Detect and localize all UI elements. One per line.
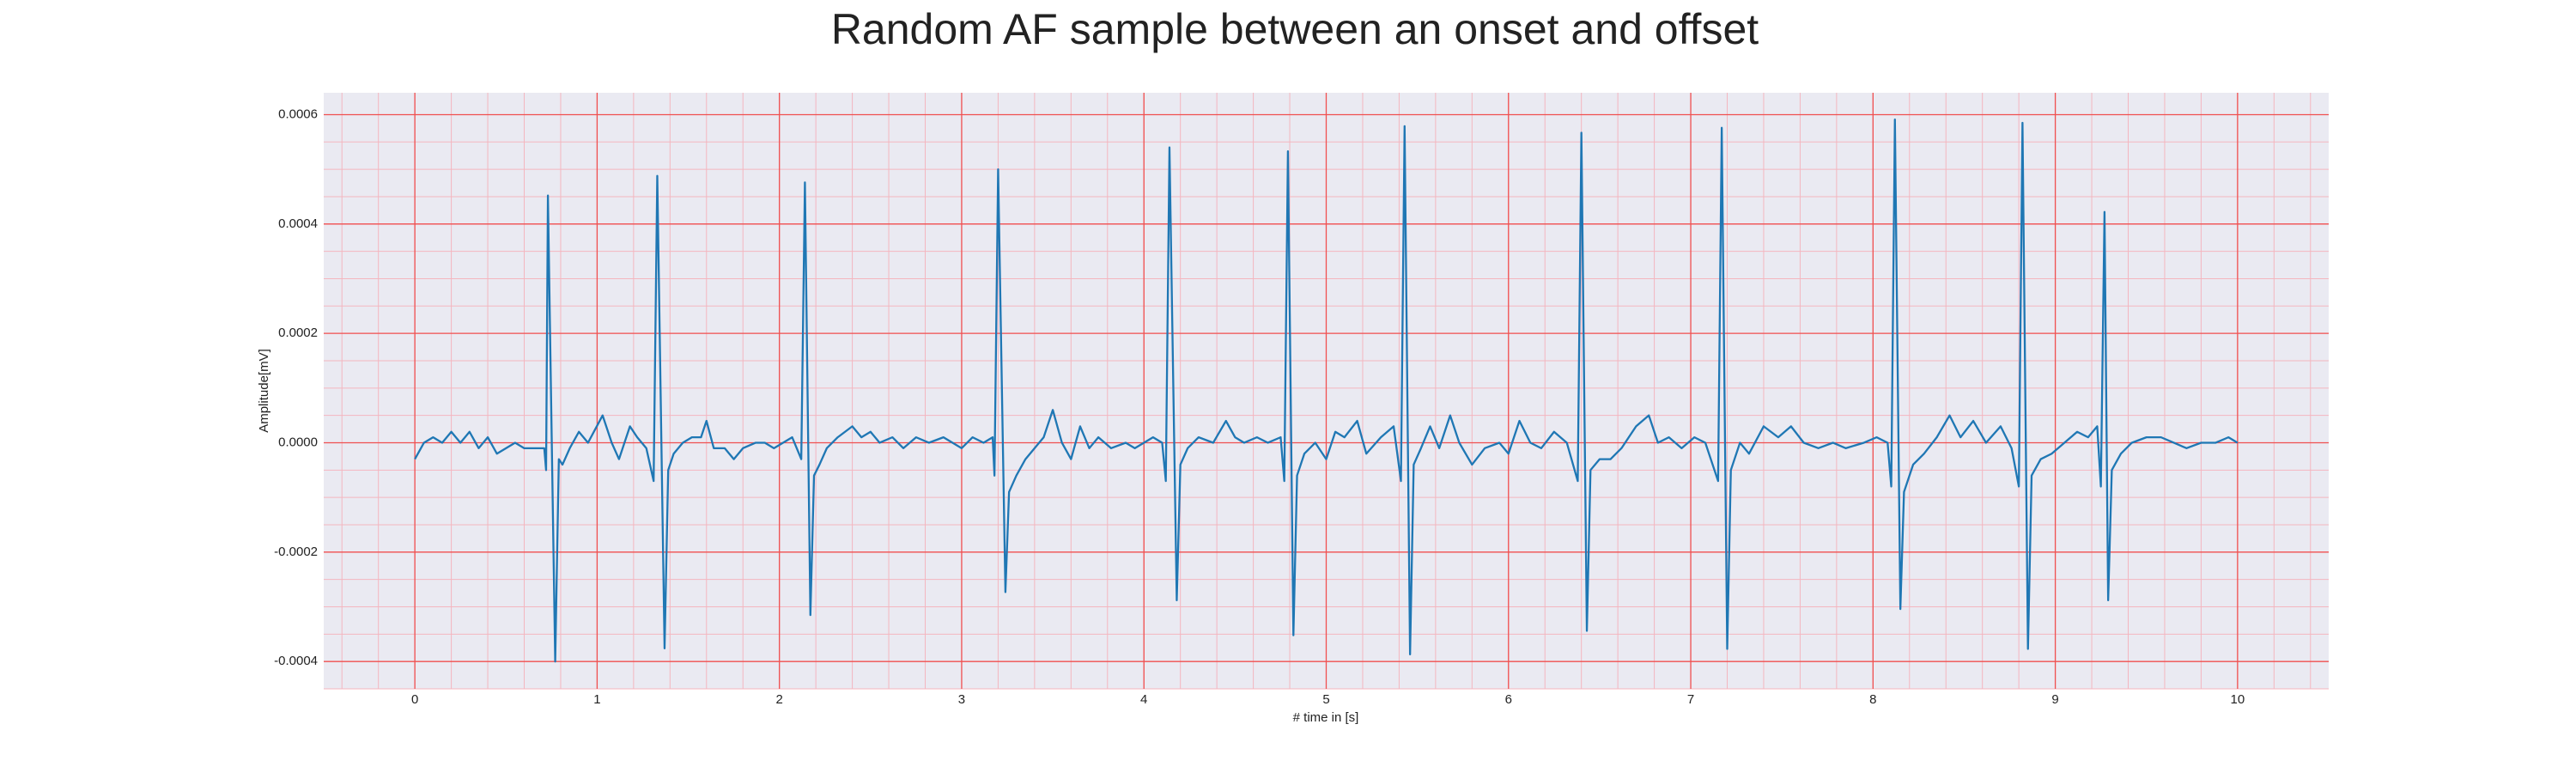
x-tick-label: 4 <box>1140 692 1147 707</box>
signal-line <box>414 119 2239 663</box>
x-tick-label: 2 <box>776 692 783 707</box>
y-tick-label: 0.0006 <box>278 107 318 121</box>
x-axis-label: # time in [s] <box>1293 710 1359 725</box>
y-tick-label: 0.0002 <box>278 326 318 340</box>
y-tick-label: 0.0004 <box>278 216 318 231</box>
y-tick-label: -0.0002 <box>274 545 318 559</box>
x-tick-label: 8 <box>1869 692 1876 707</box>
y-axis-label: Amplitude[mV] <box>257 349 271 433</box>
x-tick-label: 7 <box>1687 692 1694 707</box>
x-tick-label: 6 <box>1505 692 1512 707</box>
chart-title: Random AF sample between an onset and of… <box>831 5 1759 53</box>
x-tick-label: 0 <box>411 692 418 707</box>
x-tick-label: 5 <box>1322 692 1329 707</box>
x-tick-label: 3 <box>958 692 965 707</box>
y-tick-label: 0.0000 <box>278 435 318 449</box>
y-tick-label: -0.0004 <box>274 654 318 668</box>
x-tick-label: 1 <box>593 692 600 707</box>
x-tick-label: 9 <box>2051 692 2058 707</box>
x-tick-label: 10 <box>2231 692 2245 707</box>
